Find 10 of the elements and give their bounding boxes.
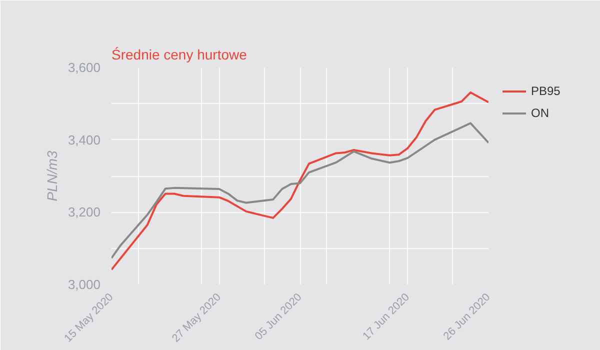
legend-label: ON bbox=[531, 106, 550, 120]
legend-label: PB95 bbox=[531, 84, 560, 98]
y-tick-label: 3,000 bbox=[68, 277, 101, 292]
y-tick-label: 3,400 bbox=[68, 132, 101, 148]
chart-title: Średnie ceny hurtowe bbox=[112, 46, 248, 62]
line-series bbox=[112, 122, 488, 260]
y-tick-label: 3,600 bbox=[68, 60, 101, 75]
y-tick-label: 3,200 bbox=[68, 204, 101, 220]
y-axis-title: PLN/m3 bbox=[44, 150, 60, 202]
line-series bbox=[112, 91, 488, 271]
